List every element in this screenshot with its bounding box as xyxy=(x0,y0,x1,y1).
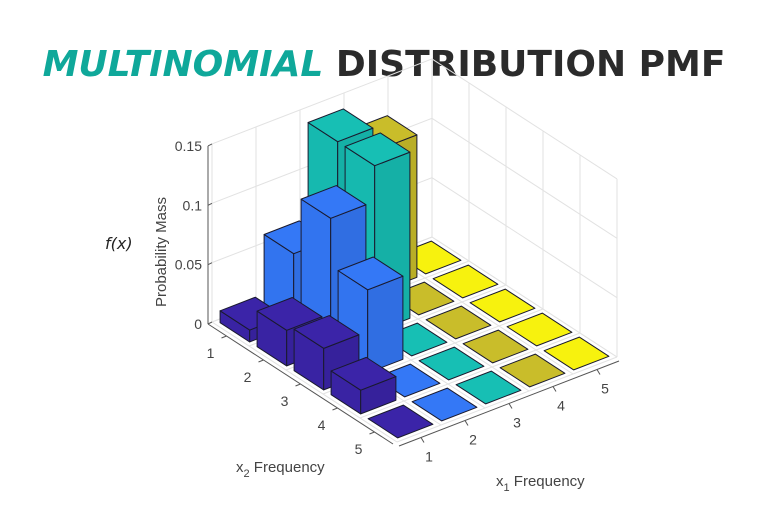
bar xyxy=(462,329,529,364)
z-axis-label: Probability Mass xyxy=(153,197,170,307)
z-tick-label: 0 xyxy=(194,316,202,332)
x1-tick-label: 2 xyxy=(469,432,477,448)
x2-tick-label: 5 xyxy=(355,441,363,457)
bar xyxy=(432,264,499,299)
x2-axis-label: x2 Frequency xyxy=(236,459,325,480)
bar xyxy=(506,312,573,347)
bar xyxy=(330,356,397,415)
x1-tick-label: 1 xyxy=(425,449,433,465)
axes xyxy=(207,143,620,447)
bar xyxy=(418,346,485,381)
bars xyxy=(219,108,610,439)
z-tick-label: 0.1 xyxy=(183,197,203,213)
x2-tick-label: 4 xyxy=(318,417,326,433)
title-accent: MULTINOMIAL xyxy=(42,44,324,85)
bar xyxy=(543,336,610,371)
bar xyxy=(469,288,536,323)
x1-tick-label: 3 xyxy=(513,415,521,431)
bar xyxy=(411,387,478,422)
z-tick-label: 0.05 xyxy=(175,257,202,273)
z-tick-label: 0.15 xyxy=(175,138,202,154)
x2-tick-label: 2 xyxy=(244,369,252,385)
x1-tick-label: 5 xyxy=(601,381,609,397)
x2-tick-label: 3 xyxy=(281,393,289,409)
fx-label: f(x) xyxy=(105,234,133,253)
axis-labels: 0 0.05 0.1 0.15 1 2 3 4 5 1 2 3 4 5 Probability Mass x2… xyxy=(153,138,609,494)
bar xyxy=(425,305,492,340)
bar xyxy=(499,353,566,388)
bar xyxy=(337,256,404,374)
x2-tick-label: 1 xyxy=(207,345,215,361)
chart-title: MULTINOMIAL DISTRIBUTION PMF xyxy=(0,44,768,85)
bar xyxy=(455,370,522,405)
bar xyxy=(367,404,434,439)
x1-tick-label: 4 xyxy=(557,398,565,414)
title-main: DISTRIBUTION PMF xyxy=(335,44,726,85)
x1-axis-label: x1 Frequency xyxy=(496,473,585,494)
